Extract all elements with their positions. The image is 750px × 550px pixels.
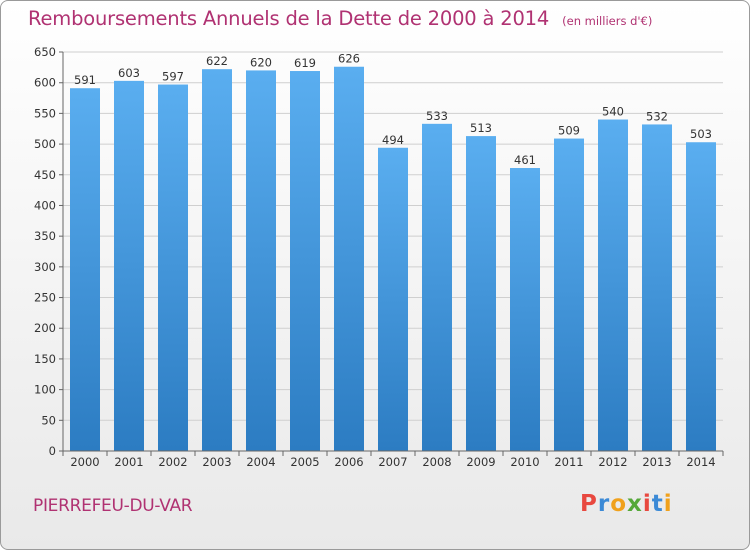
y-tick-label: 0 xyxy=(49,444,56,458)
y-tick-label: 50 xyxy=(41,413,56,427)
data-label-2004: 620 xyxy=(250,55,272,69)
x-tick-label-2002: 2002 xyxy=(158,455,187,469)
axes: 0 50 100 150 200 250 300 350 400 450 500 550 600 650 2… xyxy=(34,45,724,469)
chart-unit-label: (en milliers d'€) xyxy=(562,14,653,28)
data-label-2014: 503 xyxy=(690,127,712,141)
bar-2013 xyxy=(642,124,672,452)
x-tick-label-2010: 2010 xyxy=(510,455,539,469)
bar-2010 xyxy=(510,168,540,452)
y-tick-label: 150 xyxy=(34,352,56,366)
bars: 591 603 597 622 620 619 626 494 533 513 461 509 540 5… xyxy=(70,52,716,452)
data-label-2013: 532 xyxy=(646,109,668,123)
bar-2003 xyxy=(202,69,232,452)
bar-2002 xyxy=(158,84,188,451)
data-label-2008: 533 xyxy=(426,109,448,123)
x-tick-label-2001: 2001 xyxy=(114,455,143,469)
x-tick-label-2013: 2013 xyxy=(642,455,671,469)
data-label-2003: 622 xyxy=(206,54,228,68)
bar-2008 xyxy=(422,123,452,451)
x-tick-label-2009: 2009 xyxy=(466,455,495,469)
data-label-2006: 626 xyxy=(338,52,360,66)
bar-2005 xyxy=(290,71,320,451)
x-tick-label-2012: 2012 xyxy=(598,455,627,469)
bar-2009 xyxy=(466,136,496,451)
y-tick-label: 450 xyxy=(34,168,56,182)
logo-letter: t xyxy=(651,491,664,517)
x-tick-label-2000: 2000 xyxy=(70,455,99,469)
bar-2011 xyxy=(554,138,584,451)
y-tick-label: 600 xyxy=(34,76,56,90)
proxiti-logo[interactable]: Proxiti xyxy=(580,491,673,517)
data-label-2012: 540 xyxy=(602,105,624,119)
y-tick-label: 300 xyxy=(34,260,56,274)
x-tick-label-2004: 2004 xyxy=(246,455,275,469)
data-label-2010: 461 xyxy=(514,153,536,167)
chart-title-text: Remboursements Annuels de la Dette de 20… xyxy=(28,7,550,30)
y-tick-label: 100 xyxy=(34,383,56,397)
bar-2000 xyxy=(70,88,100,452)
bar-2012 xyxy=(598,119,628,452)
bar-2014 xyxy=(686,142,716,451)
y-tick-label: 500 xyxy=(34,137,56,151)
x-tick-label-2008: 2008 xyxy=(422,455,451,469)
y-tick-label: 400 xyxy=(34,198,56,212)
data-label-2011: 509 xyxy=(558,124,580,138)
logo-letter: r xyxy=(597,491,611,517)
logo-letter: i xyxy=(642,491,652,517)
x-tick-label-2011: 2011 xyxy=(554,455,583,469)
data-label-2007: 494 xyxy=(382,133,404,147)
bar-2007 xyxy=(378,147,408,451)
logo-letter: x xyxy=(627,491,643,517)
x-tick-label-2007: 2007 xyxy=(378,455,407,469)
y-tick-label: 650 xyxy=(34,45,56,59)
data-label-2001: 603 xyxy=(118,66,140,80)
data-label-2002: 597 xyxy=(162,70,184,84)
x-tick-label-2005: 2005 xyxy=(290,455,319,469)
y-tick-label: 250 xyxy=(34,291,56,305)
logo-letter: i xyxy=(663,491,673,517)
y-tick-label: 550 xyxy=(34,106,56,120)
data-label-2009: 513 xyxy=(470,121,492,135)
y-tick-label: 350 xyxy=(34,229,56,243)
y-tick-label: 200 xyxy=(34,321,56,335)
bar-2004 xyxy=(246,70,276,452)
chart-title: Remboursements Annuels de la Dette de 20… xyxy=(28,7,652,30)
bar-2001 xyxy=(114,80,144,451)
x-tick-label-2014: 2014 xyxy=(686,455,715,469)
data-label-2005: 619 xyxy=(294,56,316,70)
data-label-2000: 591 xyxy=(74,73,96,87)
commune-name: PIERREFEU-DU-VAR xyxy=(33,496,193,516)
logo-letter: o xyxy=(610,491,628,517)
bar-2006 xyxy=(334,66,364,452)
x-tick-label-2003: 2003 xyxy=(202,455,231,469)
x-tick-label-2006: 2006 xyxy=(334,455,363,469)
logo-letter: P xyxy=(580,491,598,517)
